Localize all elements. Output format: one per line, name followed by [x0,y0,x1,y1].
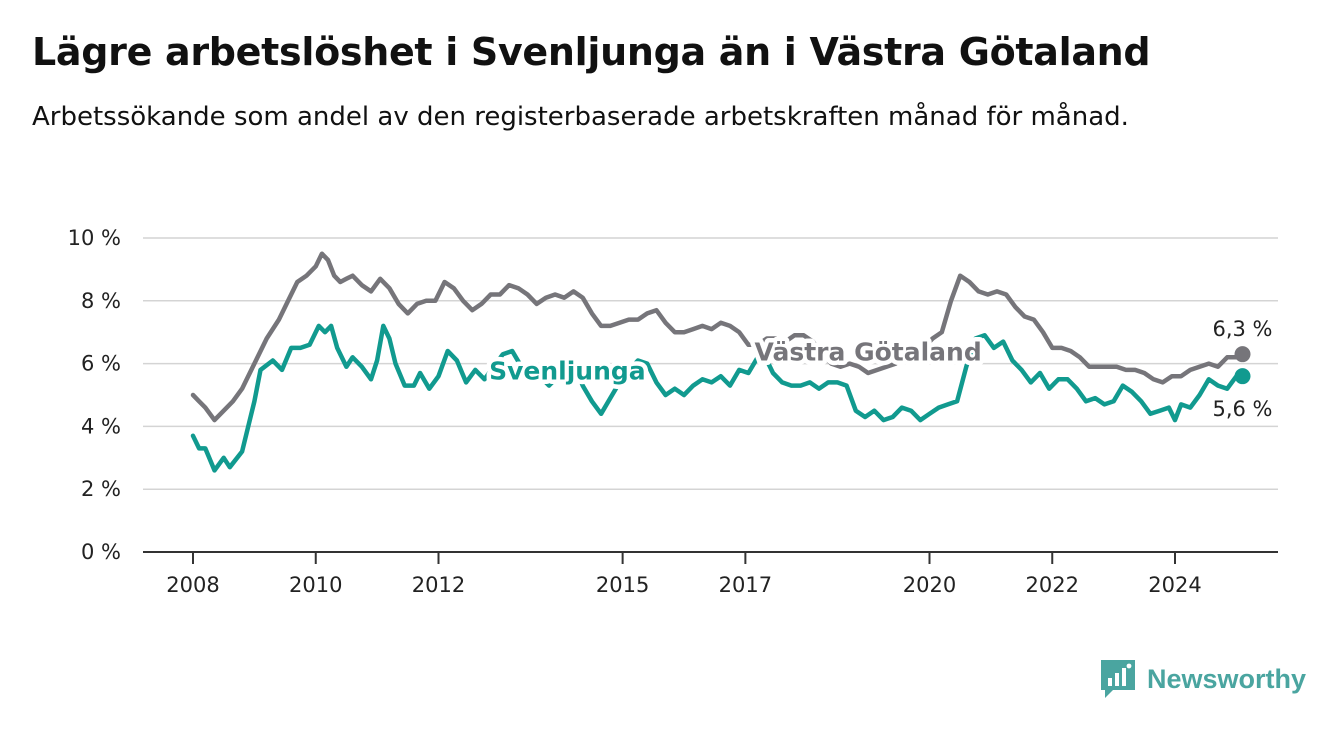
x-tick-label: 2015 [596,573,649,597]
y-tick-label: 2 % [81,477,121,501]
x-tick-label: 2020 [903,573,956,597]
end-value-halo: 6,3 % [1212,317,1272,341]
x-tick-label: 2022 [1026,573,1079,597]
y-tick-label: 10 % [68,226,121,250]
end-value-label-svenljunga: 5,6 % [1212,397,1272,421]
x-tick-label: 2008 [166,573,219,597]
y-tick-label: 6 % [81,352,121,376]
brand-logo: Newsworthy [1099,658,1306,700]
series-line-svenljunga [190,323,1245,473]
bar-chart-logo-icon [1100,660,1135,698]
x-tick-label: 2012 [412,573,465,597]
end-value-halo: 5,6 % [1212,397,1272,421]
line-chart: 0 % 2 % 4 % 6 % 8 % 10 % 2008 2010 2012 2015 2017 2… [68,226,1278,597]
series-end-point-svenljunga [1234,368,1251,385]
axes: 0 % 2 % 4 % 6 % 8 % 10 % 2008 2010 2012 2015 2017 2… [68,226,1278,597]
y-tick-label: 0 % [81,540,121,564]
series-label-halo: Svenljunga [489,356,646,385]
y-tick-label: 4 % [81,414,121,438]
y-tick-label: 8 % [81,289,121,313]
series-label-svenljunga: Svenljunga [489,356,646,385]
series-end-point-v-stra-g-taland [1234,346,1251,363]
series-lines [190,251,1251,473]
chart-subtitle: Arbetssökande som andel av den registerb… [32,102,1129,132]
series-label-v-stra-g-taland: Västra Götaland [755,337,982,366]
brand-name: Newsworthy [1146,663,1306,694]
end-value-label-v-stra-g-taland: 6,3 % [1212,317,1272,341]
x-tick-label: 2024 [1148,573,1201,597]
x-tick-label: 2017 [719,573,772,597]
chart-title: Lägre arbetslöshet i Svenljunga än i Väs… [32,30,1151,74]
series-line-v-stra-g-taland [190,251,1245,423]
series-label-halo: Västra Götaland [755,337,982,366]
x-tick-label: 2010 [289,573,342,597]
grid-lines [143,237,1278,490]
